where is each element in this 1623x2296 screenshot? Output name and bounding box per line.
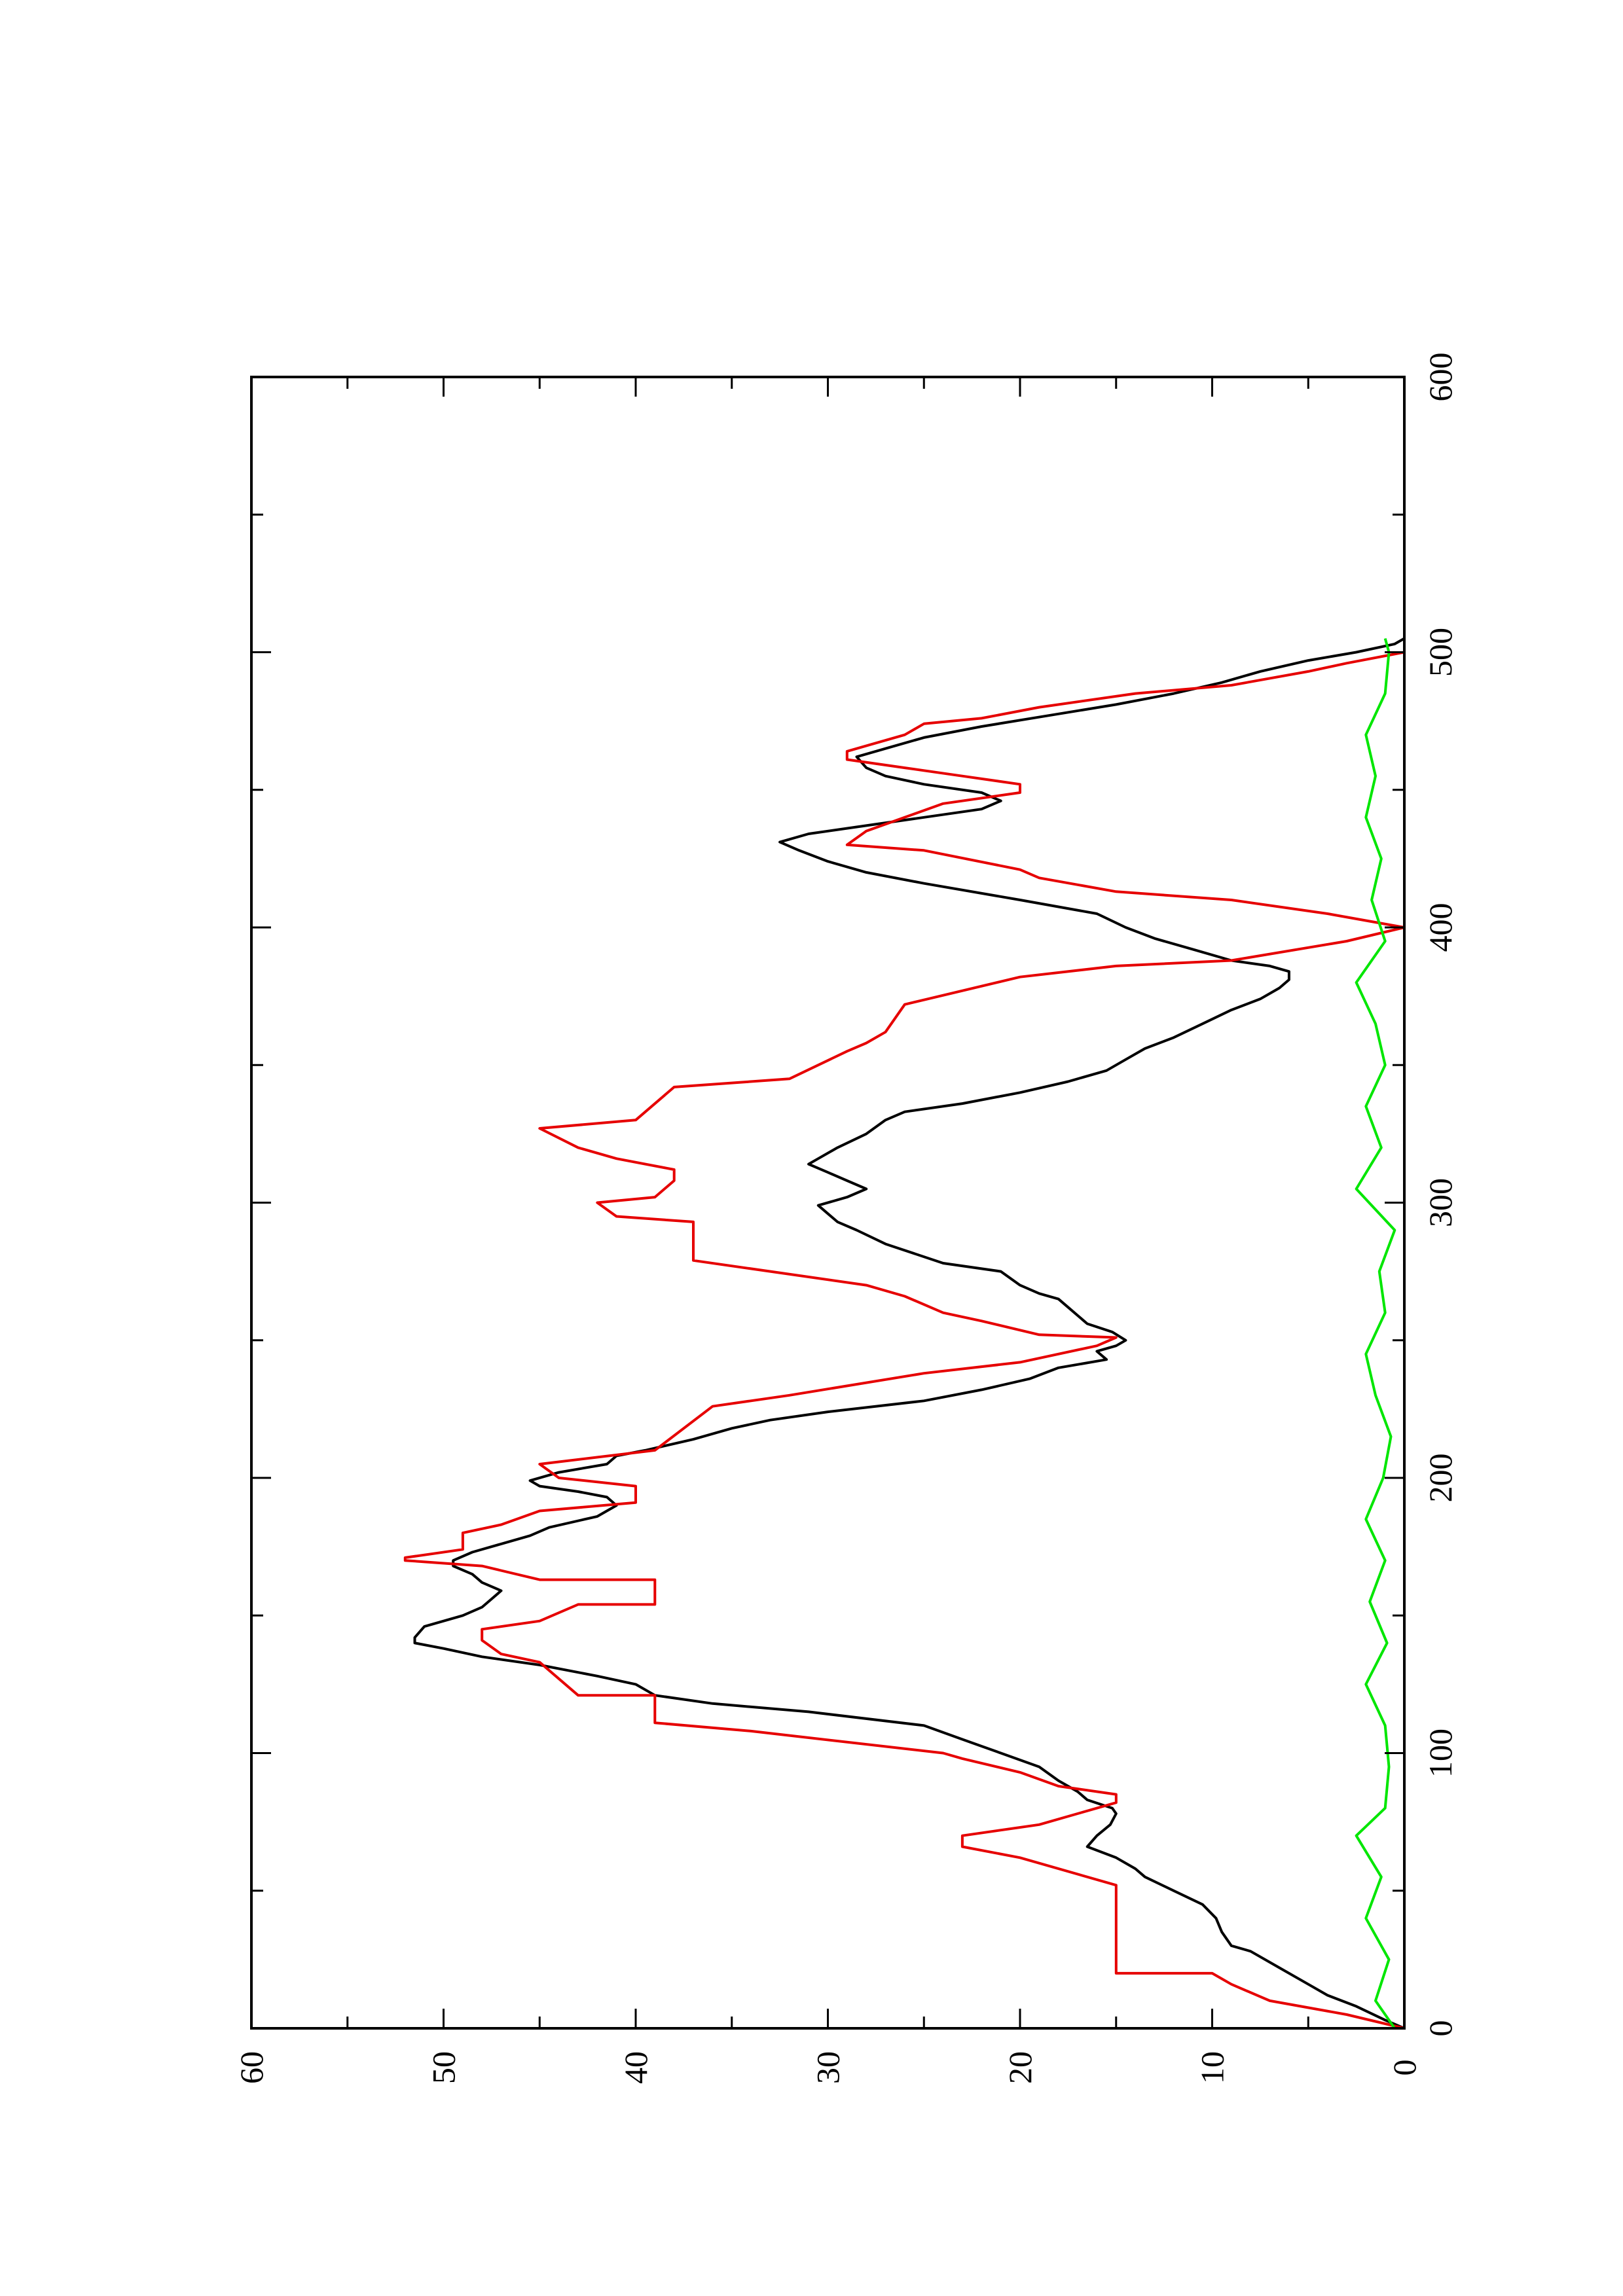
x-tick-label: 600 <box>1422 353 1459 402</box>
label-layer: 0 100 200 300 400 500 600 0 10 20 30 40 50 60 <box>233 353 1459 2085</box>
x-tick-label: 0 <box>1422 2020 1459 2037</box>
y-tick-label: 60 <box>233 2051 270 2084</box>
series-line-2 <box>403 651 1406 2030</box>
x-tick-label: 200 <box>1422 1454 1459 1503</box>
y-tick-label: 0 <box>1386 2060 1423 2076</box>
y-tick-label: 10 <box>1194 2051 1231 2084</box>
x-tick-label: 300 <box>1422 1178 1459 1227</box>
series-layer <box>403 637 1406 2030</box>
x-tick-label: 100 <box>1422 1729 1459 1778</box>
x-tick-label: 400 <box>1422 903 1459 952</box>
x-tick-label: 500 <box>1422 628 1459 677</box>
y-tick-label: 30 <box>810 2051 847 2084</box>
y-tick-label: 20 <box>1002 2051 1038 2084</box>
y-tick-label: 50 <box>426 2051 462 2084</box>
tick-layer <box>250 376 1406 2030</box>
y-tick-label: 40 <box>617 2051 654 2084</box>
series-line-3 <box>1355 637 1396 2030</box>
series-line-1 <box>413 637 1405 2030</box>
